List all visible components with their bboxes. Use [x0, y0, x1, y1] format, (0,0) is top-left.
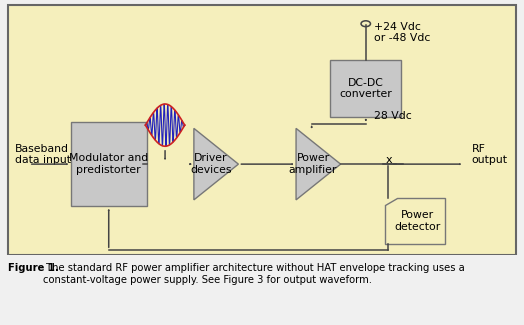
Text: Baseband
data input: Baseband data input — [15, 144, 71, 165]
Text: The standard RF power amplifier architecture without HAT envelope tracking uses : The standard RF power amplifier architec… — [43, 263, 465, 285]
Text: Driver
devices: Driver devices — [190, 153, 232, 175]
Polygon shape — [385, 198, 445, 244]
Text: Power
amplifier: Power amplifier — [289, 153, 337, 175]
Text: x: x — [386, 155, 392, 165]
FancyBboxPatch shape — [8, 5, 516, 255]
Text: RF
output: RF output — [472, 144, 508, 165]
Text: +24 Vdc
or -48 Vdc: +24 Vdc or -48 Vdc — [374, 22, 430, 43]
FancyBboxPatch shape — [0, 255, 524, 325]
Text: Figure 1.: Figure 1. — [8, 263, 59, 273]
Text: 28 Vdc: 28 Vdc — [374, 111, 411, 121]
FancyBboxPatch shape — [71, 122, 147, 206]
FancyBboxPatch shape — [330, 60, 401, 117]
Polygon shape — [296, 128, 341, 200]
Text: Power
detector: Power detector — [395, 210, 441, 232]
Text: DC-DC
converter: DC-DC converter — [339, 78, 392, 99]
Text: Modulator and
predistorter: Modulator and predistorter — [69, 153, 148, 175]
Polygon shape — [194, 128, 238, 200]
